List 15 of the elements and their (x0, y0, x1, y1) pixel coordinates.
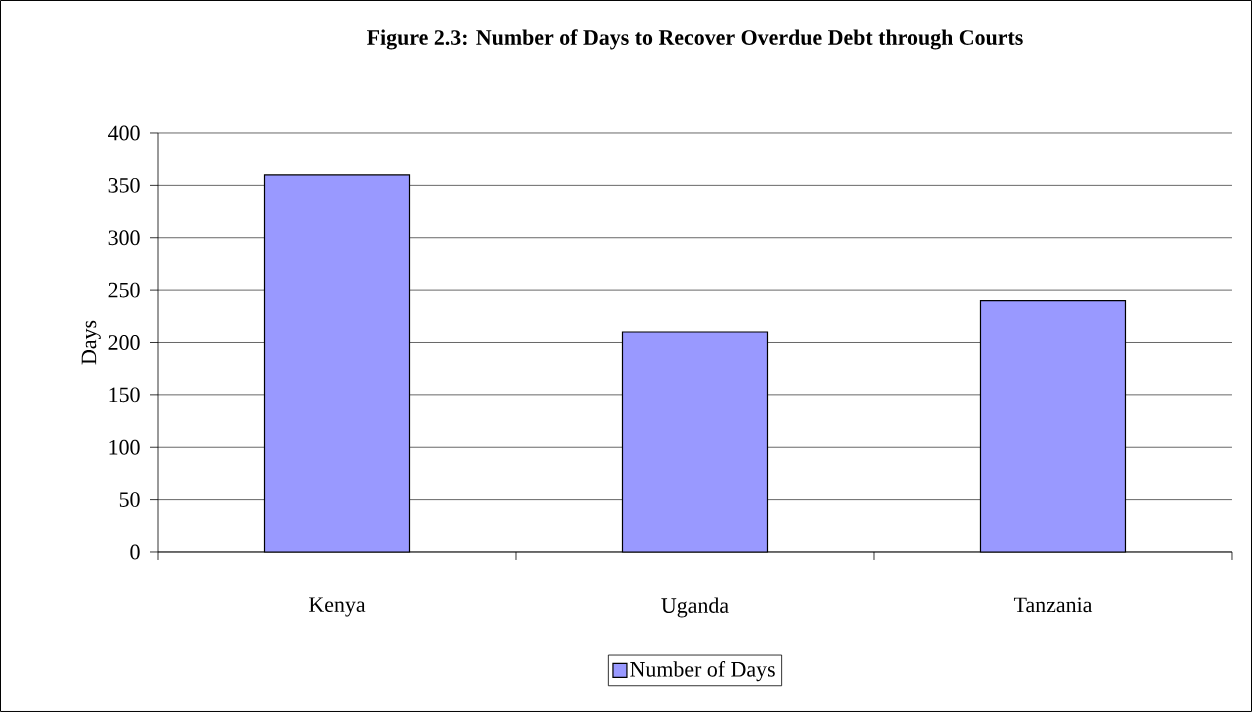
chart-title: Figure 2.3: Number of Days to Recover Overdue Debt through Courts (367, 29, 1023, 50)
x-tick-label: Kenya (309, 597, 366, 617)
y-tick-label: 300 (108, 230, 140, 246)
y-tick-label: 100 (109, 439, 140, 455)
y-tick-label: 0 (130, 544, 140, 560)
x-tick-label: Uganda (661, 597, 729, 618)
legend-label: Number of Days (630, 661, 775, 682)
y-tick-label: 150 (109, 387, 140, 403)
y-tick-label: 350 (108, 177, 140, 193)
y-tick-label: 400 (108, 125, 140, 141)
x-tick-label: Tanzania (1013, 597, 1093, 613)
y-tick-label: 250 (108, 282, 140, 298)
y-axis-title: Days (81, 320, 101, 365)
y-tick-label: 200 (108, 335, 140, 350)
y-tick-label: 50 (119, 492, 140, 508)
